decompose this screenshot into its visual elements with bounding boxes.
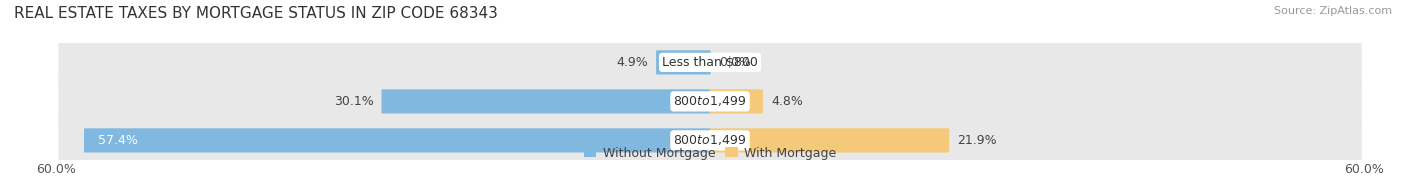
Text: 4.9%: 4.9% bbox=[616, 56, 648, 69]
FancyBboxPatch shape bbox=[59, 34, 1361, 91]
Text: 4.8%: 4.8% bbox=[770, 95, 803, 108]
FancyBboxPatch shape bbox=[710, 89, 763, 113]
Text: Source: ZipAtlas.com: Source: ZipAtlas.com bbox=[1274, 6, 1392, 16]
Text: 30.1%: 30.1% bbox=[333, 95, 374, 108]
Text: REAL ESTATE TAXES BY MORTGAGE STATUS IN ZIP CODE 68343: REAL ESTATE TAXES BY MORTGAGE STATUS IN … bbox=[14, 6, 498, 21]
FancyBboxPatch shape bbox=[710, 128, 949, 152]
FancyBboxPatch shape bbox=[381, 89, 710, 113]
Text: $800 to $1,499: $800 to $1,499 bbox=[673, 94, 747, 108]
FancyBboxPatch shape bbox=[59, 73, 1361, 130]
Text: 21.9%: 21.9% bbox=[957, 134, 997, 147]
FancyBboxPatch shape bbox=[657, 50, 710, 74]
Text: 57.4%: 57.4% bbox=[97, 134, 138, 147]
Legend: Without Mortgage, With Mortgage: Without Mortgage, With Mortgage bbox=[583, 146, 837, 160]
FancyBboxPatch shape bbox=[59, 112, 1361, 169]
FancyBboxPatch shape bbox=[84, 128, 710, 152]
Text: $800 to $1,499: $800 to $1,499 bbox=[673, 133, 747, 147]
Text: Less than $800: Less than $800 bbox=[662, 56, 758, 69]
Text: 0.0%: 0.0% bbox=[718, 56, 751, 69]
